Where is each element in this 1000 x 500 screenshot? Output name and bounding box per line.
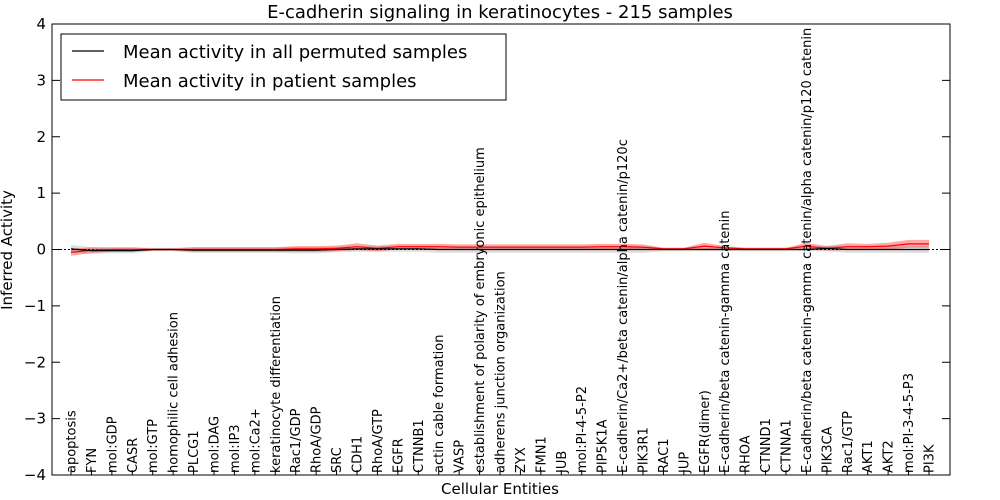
legend-label-patient: Mean activity in patient samples	[123, 71, 417, 92]
x-category-label: E-cadherin/Ca2+/beta catenin/alpha caten…	[616, 139, 631, 473]
y-tick-label: −3	[24, 410, 46, 428]
x-category-label: mol:GTP	[146, 419, 161, 473]
legend-box	[60, 33, 507, 101]
x-category-label: FYN	[85, 448, 100, 473]
legend-label-permuted: Mean activity in all permuted samples	[123, 42, 467, 63]
plot-area	[52, 239, 950, 256]
x-category-label: CDH1	[351, 436, 366, 473]
x-category-label: JUB	[555, 451, 570, 474]
y-axis-ticks: 4 3 2 1 0 −1 −2 −3 −4	[24, 15, 950, 484]
x-category-label: VASP	[453, 440, 468, 473]
line-series-0	[70, 247, 929, 252]
x-category-label: Rac1/GTP	[841, 411, 856, 473]
y-tick-label: 4	[36, 15, 46, 33]
legend: Mean activity in all permuted samples Me…	[60, 33, 507, 101]
x-category-label: RhoA/GTP	[371, 409, 386, 473]
x-category-label: RHOA	[739, 435, 754, 473]
x-category-label: E-cadherin/beta catenin-gamma catenin	[718, 211, 733, 473]
x-category-label: PIK3R1	[637, 427, 652, 473]
x-category-label: PIK3CA	[820, 426, 835, 473]
x-category-label: homophilic cell adhesion	[167, 312, 182, 473]
x-axis-category-labels: apoptosis FYN mol:GDP CASR mol:GTP homophilic…	[65, 28, 938, 475]
x-category-label: AKT2	[882, 440, 897, 473]
x-category-label: keratinocyte differentiation	[269, 296, 284, 473]
x-category-label: FMN1	[534, 436, 549, 473]
x-category-label: RAC1	[657, 438, 672, 473]
x-category-label: Rac1/GDP	[289, 408, 304, 473]
x-axis-label: Cellular Entities	[441, 480, 559, 498]
x-category-label: mol:Ca2+	[248, 408, 263, 473]
y-tick-label: −1	[24, 297, 46, 315]
x-category-label: apoptosis	[65, 410, 80, 473]
x-category-label: SRC	[330, 447, 345, 473]
y-axis-label: Inferred Activity	[0, 190, 16, 310]
x-category-label: JUP	[677, 452, 692, 474]
y-tick-label: 0	[36, 241, 46, 259]
x-category-label: CTNNA1	[780, 419, 795, 473]
x-category-label: mol:IP3	[228, 424, 243, 473]
x-category-label: CTNND1	[759, 418, 774, 473]
x-category-label: ZYX	[514, 447, 529, 473]
x-category-label: PIP5K1A	[596, 419, 611, 473]
y-tick-label: 2	[36, 128, 46, 146]
y-tick-label: 1	[36, 184, 46, 202]
x-category-label: establishment of polarity of embryonic e…	[473, 147, 488, 473]
x-category-label: CASR	[126, 438, 141, 473]
x-category-label: EGFR(dimer)	[698, 390, 713, 473]
x-category-label: actin cable formation	[432, 335, 447, 473]
x-category-label: EGFR	[391, 438, 406, 473]
x-category-label: mol:PI-3-4-5-P3	[902, 373, 917, 473]
x-category-label: AKT1	[861, 440, 876, 473]
x-category-label: mol:GDP	[105, 416, 120, 473]
x-category-label: CTNNB1	[412, 419, 427, 473]
x-category-label: adherens junction organization	[494, 271, 509, 473]
y-tick-label: 3	[36, 71, 46, 89]
plot-frame	[51, 23, 951, 476]
y-tick-label: −4	[24, 466, 46, 484]
y-tick-label: −2	[24, 353, 46, 371]
x-category-label: PLCG1	[187, 430, 202, 473]
x-category-label: RhoA/GDP	[310, 406, 325, 473]
chart-title: E-cadherin signaling in keratinocytes - …	[267, 2, 733, 23]
x-category-label: mol:PI-4-5-P2	[575, 386, 590, 473]
x-category-label: mol:DAG	[208, 416, 223, 473]
series-lines	[70, 243, 929, 253]
x-category-label: E-cadherin/beta catenin-gamma catenin/al…	[800, 28, 815, 473]
x-category-label: PI3K	[923, 444, 938, 473]
